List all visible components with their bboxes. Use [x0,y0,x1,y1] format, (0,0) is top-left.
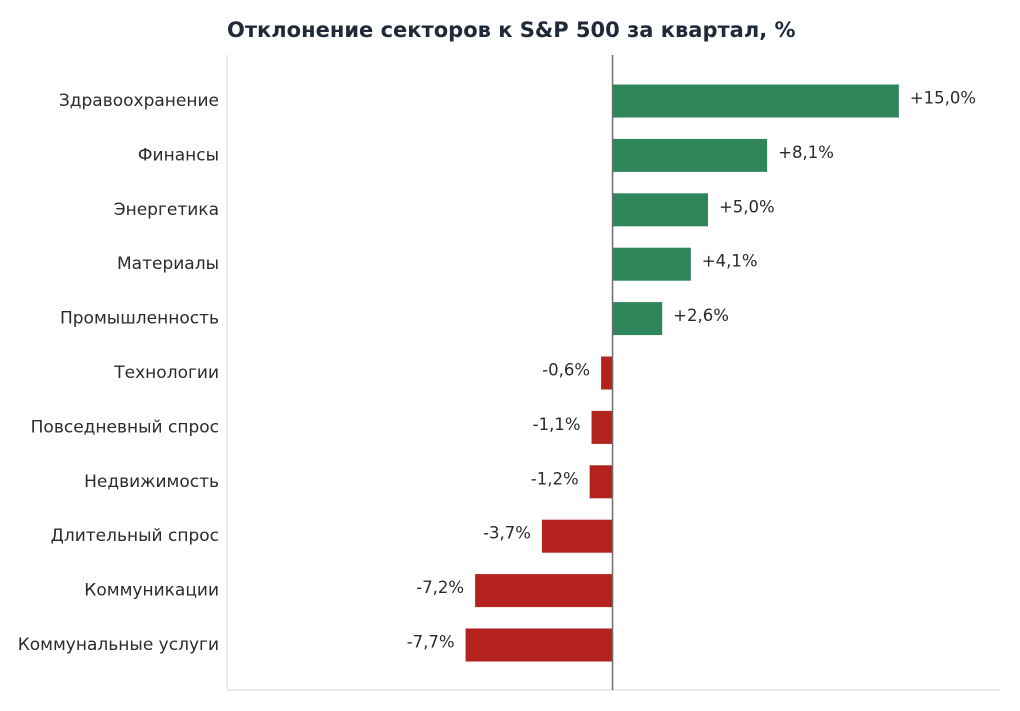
bar [612,247,691,281]
category-label: Здравоохранение [59,91,219,111]
value-label: -7,7% [407,633,455,652]
bar [475,574,613,608]
value-label: +5,0% [719,197,775,216]
bars-group [465,84,899,662]
value-label: -1,1% [533,415,581,434]
value-label: -7,2% [416,578,464,597]
category-label: Повседневный спрос [31,417,219,437]
category-label: Финансы [138,145,219,165]
value-label: +8,1% [778,143,834,162]
category-label: Коммуникации [84,581,219,601]
category-label: Материалы [117,254,219,274]
labels-group: Здравоохранение +15,0% Финансы +8,1% Энергет… [18,89,976,656]
chart-title: Отклонение секторов к S&P 500 за квартал… [227,18,796,42]
value-label: -1,2% [531,469,579,488]
value-label: -0,6% [542,361,590,380]
bar [591,410,613,444]
bar [612,84,899,118]
bar [601,356,613,390]
bar [465,628,613,662]
category-label: Недвижимость [84,472,219,492]
value-label: +2,6% [673,306,729,325]
bar [612,193,708,227]
category-label: Технологии [113,363,219,383]
category-label: Коммунальные услуги [18,635,219,655]
value-label: -3,7% [483,524,531,543]
value-label: +4,1% [702,252,758,271]
bar [541,519,613,553]
category-label: Длительный спрос [51,526,219,546]
category-label: Энергетика [114,200,219,220]
value-label: +15,0% [910,89,976,108]
bar [589,465,613,499]
category-label: Промышленность [60,309,219,329]
bar [612,138,768,172]
bar [612,302,663,336]
